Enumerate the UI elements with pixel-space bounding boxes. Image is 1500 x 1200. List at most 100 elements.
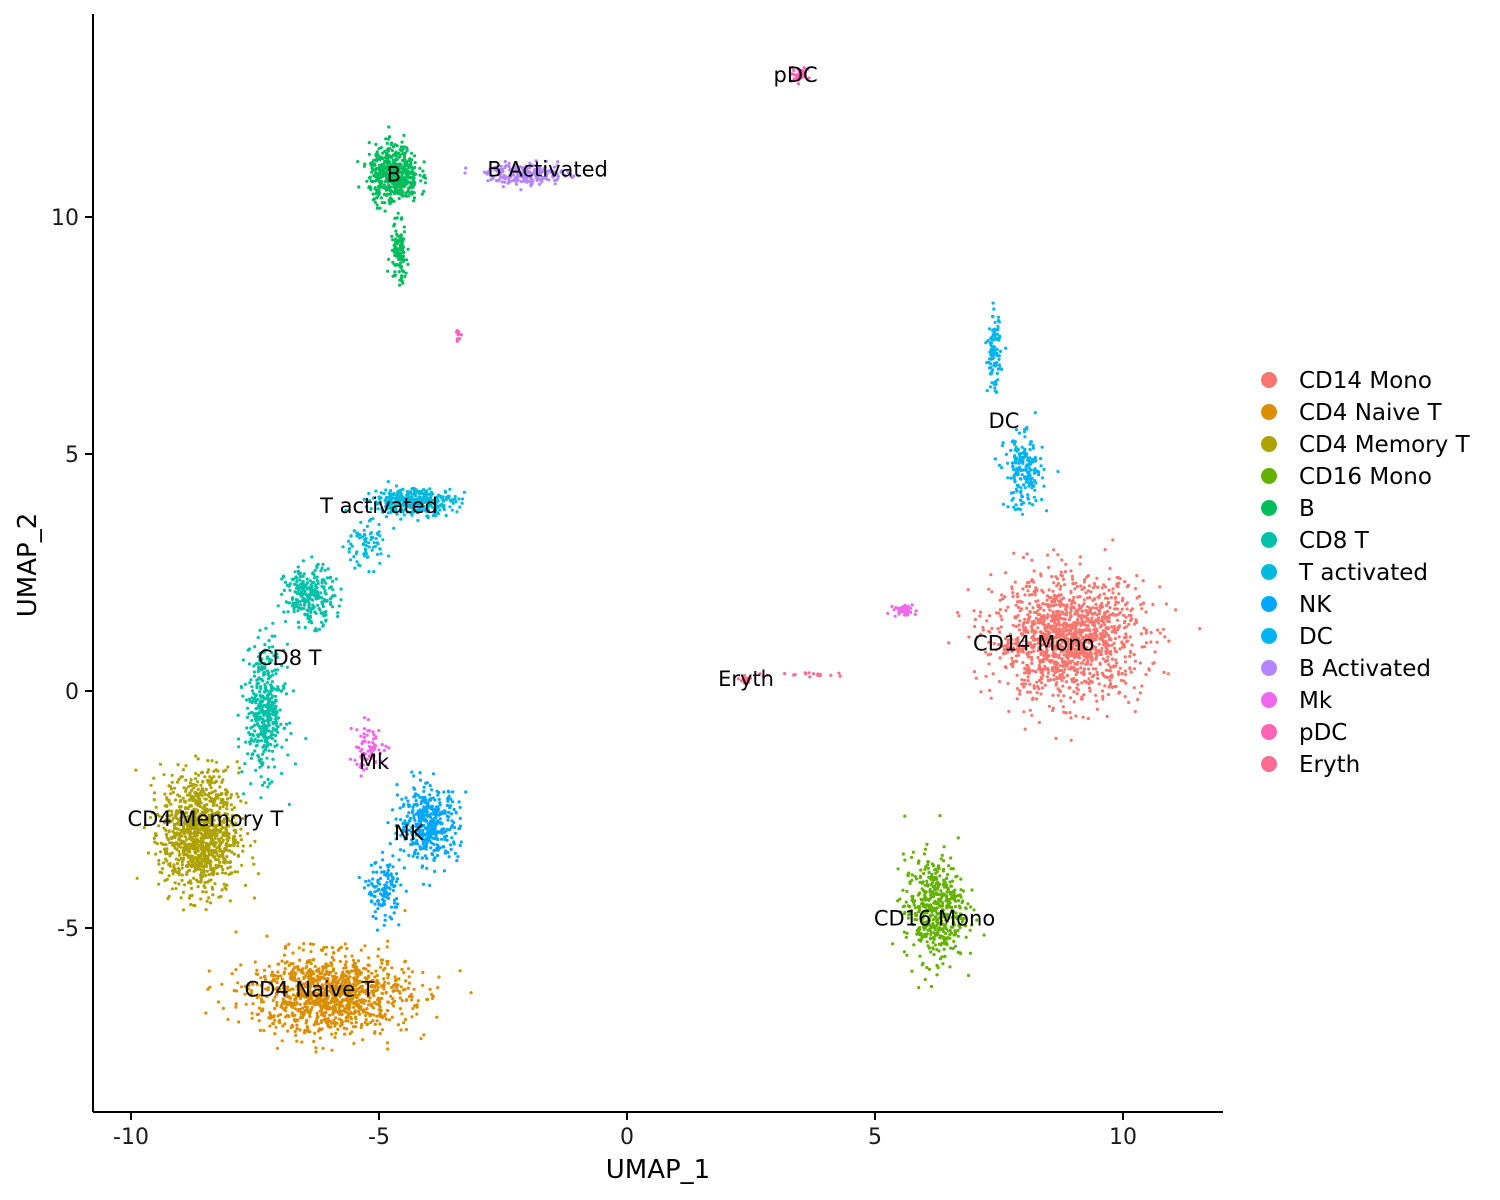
data-point bbox=[896, 867, 900, 871]
data-point bbox=[364, 1018, 368, 1022]
data-point bbox=[199, 852, 204, 856]
data-point bbox=[289, 1004, 293, 1008]
data-point bbox=[311, 942, 315, 946]
data-point bbox=[262, 780, 267, 785]
data-point bbox=[1109, 596, 1113, 600]
data-point bbox=[296, 1009, 300, 1013]
data-point bbox=[167, 798, 171, 803]
data-point bbox=[406, 180, 410, 184]
data-point bbox=[945, 943, 949, 947]
data-point bbox=[260, 752, 265, 756]
data-point bbox=[334, 1031, 338, 1035]
data-point bbox=[1079, 661, 1084, 665]
data-point bbox=[171, 790, 175, 794]
data-point bbox=[287, 802, 291, 807]
data-point bbox=[383, 209, 387, 213]
data-point bbox=[182, 841, 186, 845]
data-point bbox=[189, 837, 193, 841]
data-point bbox=[403, 987, 407, 992]
data-point bbox=[403, 151, 407, 155]
data-point bbox=[1061, 705, 1065, 709]
data-point bbox=[1147, 667, 1151, 671]
data-point bbox=[374, 142, 378, 146]
data-point bbox=[400, 999, 404, 1003]
data-point bbox=[1021, 639, 1025, 643]
data-point bbox=[406, 967, 411, 971]
data-point bbox=[382, 987, 386, 991]
data-point bbox=[170, 773, 174, 777]
data-point bbox=[1068, 659, 1072, 664]
data-point bbox=[1057, 688, 1062, 693]
data-point bbox=[1075, 692, 1079, 696]
data-point bbox=[284, 738, 289, 742]
data-point bbox=[322, 1014, 327, 1018]
data-point bbox=[367, 152, 371, 156]
data-point bbox=[410, 998, 414, 1002]
data-point bbox=[413, 166, 417, 170]
data-point bbox=[322, 966, 326, 970]
data-point bbox=[401, 254, 406, 258]
data-point bbox=[972, 609, 976, 613]
data-point bbox=[1101, 633, 1105, 637]
data-point bbox=[234, 1005, 238, 1009]
data-point bbox=[1054, 596, 1059, 600]
data-point bbox=[270, 680, 274, 684]
data-point bbox=[213, 855, 217, 859]
data-point bbox=[332, 1010, 336, 1014]
data-point bbox=[1059, 570, 1063, 574]
data-point bbox=[985, 619, 989, 623]
data-point bbox=[365, 1007, 369, 1011]
data-point bbox=[357, 1006, 361, 1010]
data-point bbox=[1039, 692, 1043, 696]
data-point bbox=[271, 1021, 275, 1025]
data-point bbox=[1016, 614, 1020, 618]
data-point bbox=[249, 991, 253, 995]
data-point bbox=[377, 1013, 382, 1018]
data-point bbox=[1122, 645, 1127, 649]
data-point bbox=[185, 843, 189, 847]
data-point bbox=[1112, 613, 1116, 617]
data-point bbox=[167, 874, 171, 878]
data-point bbox=[1078, 650, 1082, 654]
data-point bbox=[359, 1025, 363, 1030]
data-point bbox=[217, 895, 221, 899]
data-point bbox=[1096, 676, 1100, 681]
data-point bbox=[159, 841, 163, 845]
data-point bbox=[1086, 589, 1090, 593]
data-point bbox=[356, 982, 360, 986]
data-point bbox=[1078, 642, 1082, 646]
data-point bbox=[1122, 613, 1126, 617]
data-point bbox=[1090, 616, 1094, 620]
data-point bbox=[369, 179, 373, 183]
data-point bbox=[1004, 608, 1008, 613]
data-point bbox=[1084, 623, 1088, 627]
data-point bbox=[224, 768, 228, 772]
data-point bbox=[416, 999, 420, 1003]
data-point bbox=[469, 991, 473, 995]
data-point bbox=[1011, 594, 1015, 599]
data-point bbox=[197, 853, 201, 858]
data-point bbox=[367, 141, 371, 145]
data-point bbox=[1008, 632, 1013, 636]
data-point bbox=[1006, 605, 1010, 609]
data-point bbox=[283, 961, 287, 965]
data-point bbox=[968, 951, 973, 955]
data-point bbox=[293, 762, 297, 766]
data-point bbox=[1115, 576, 1119, 580]
data-point bbox=[1074, 652, 1078, 656]
data-point bbox=[1035, 638, 1040, 642]
data-point bbox=[213, 797, 217, 801]
data-point bbox=[271, 757, 275, 761]
data-point bbox=[221, 1006, 225, 1011]
data-point bbox=[1086, 716, 1090, 721]
data-point bbox=[1129, 670, 1133, 674]
data-point bbox=[1069, 738, 1073, 742]
data-point bbox=[1052, 593, 1056, 598]
data-point bbox=[329, 1021, 334, 1025]
data-point bbox=[219, 793, 223, 797]
data-point bbox=[926, 866, 931, 871]
data-point bbox=[301, 948, 305, 952]
data-point bbox=[172, 863, 176, 867]
data-point bbox=[1035, 680, 1039, 684]
data-point bbox=[956, 899, 961, 903]
